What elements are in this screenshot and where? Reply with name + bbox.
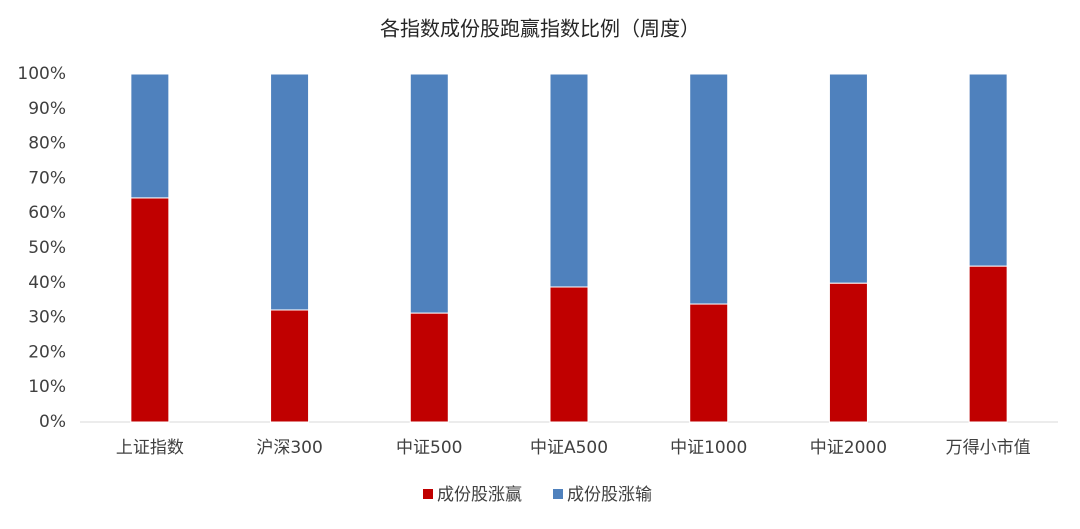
bar-segment bbox=[130, 73, 170, 199]
x-tick-label: 中证500 bbox=[396, 438, 462, 458]
y-tick-label: 10% bbox=[28, 377, 66, 397]
y-tick-label: 100% bbox=[17, 64, 66, 84]
y-tick-label: 60% bbox=[28, 203, 66, 223]
legend-swatch bbox=[423, 489, 433, 499]
y-tick-label: 70% bbox=[28, 168, 66, 188]
bar-segment bbox=[270, 309, 310, 423]
legend-swatch bbox=[553, 489, 563, 499]
y-tick-label: 50% bbox=[28, 238, 66, 258]
x-tick-label: 中证A500 bbox=[530, 438, 608, 458]
x-tick-label: 中证2000 bbox=[810, 438, 887, 458]
bar-segment bbox=[828, 282, 868, 423]
bar-segment bbox=[549, 73, 589, 288]
bar-segment bbox=[968, 73, 1008, 267]
bar-segment bbox=[828, 73, 868, 284]
x-tick-label: 中证1000 bbox=[670, 438, 747, 458]
bar-segment bbox=[409, 73, 449, 314]
bar-segment bbox=[689, 303, 729, 423]
bar-segment bbox=[409, 312, 449, 423]
y-tick-label: 40% bbox=[28, 273, 66, 293]
y-tick-label: 80% bbox=[28, 134, 66, 154]
legend-label: 成份股涨输 bbox=[567, 485, 652, 505]
bar-segment bbox=[549, 286, 589, 423]
x-tick-label: 万得小市值 bbox=[946, 438, 1031, 458]
y-tick-label: 20% bbox=[28, 342, 66, 362]
legend-label: 成份股涨赢 bbox=[437, 485, 522, 505]
x-tick-label: 沪深300 bbox=[256, 438, 322, 458]
bar-segment bbox=[968, 265, 1008, 423]
bar-segment bbox=[270, 73, 310, 311]
chart-title: 各指数成份股跑赢指数比例（周度） bbox=[380, 17, 700, 41]
bar-segment bbox=[130, 197, 170, 423]
y-tick-label: 0% bbox=[39, 412, 66, 432]
bar-segment bbox=[689, 73, 729, 305]
x-tick-label: 上证指数 bbox=[116, 438, 184, 458]
y-tick-label: 90% bbox=[28, 99, 66, 119]
y-tick-label: 30% bbox=[28, 308, 66, 328]
